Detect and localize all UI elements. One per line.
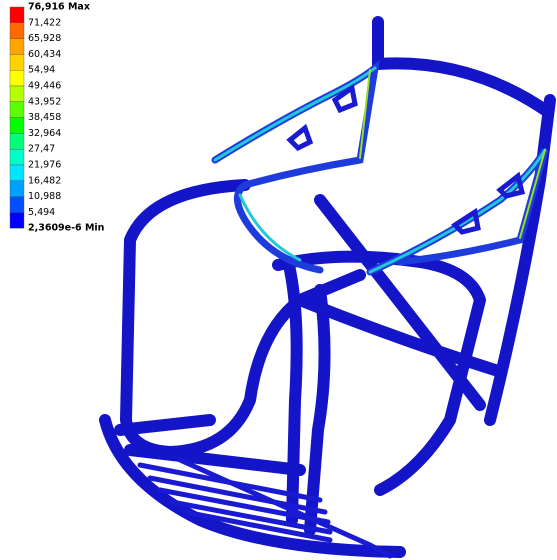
legend-label: 60,434	[28, 49, 61, 60]
legend-label: 43,952	[28, 96, 61, 107]
legend-swatch	[10, 165, 24, 181]
legend-label: 10,988	[28, 191, 61, 202]
legend-swatch	[10, 39, 24, 55]
legend-swatch	[10, 133, 24, 149]
legend-swatch	[10, 149, 24, 165]
legend-swatch	[10, 86, 24, 102]
legend-label: 71,422	[28, 17, 61, 28]
legend-swatch	[10, 197, 24, 213]
legend-swatch	[10, 54, 24, 70]
result-view: 76,916 Max 71,422 65,928 60,434 54,94 49,446 4…	[0, 0, 557, 560]
legend-swatch	[10, 70, 24, 86]
legend-label: 65,928	[28, 33, 61, 44]
top-rail	[378, 63, 548, 112]
legend-label: 16,482	[28, 175, 61, 186]
legend-swatch	[10, 102, 24, 118]
legend-label: 54,94	[28, 65, 55, 76]
center-post-2	[310, 290, 325, 530]
legend-label: 32,964	[28, 128, 61, 139]
legend-label: 49,446	[28, 81, 61, 92]
legend-label: 2,3609e-6 Min	[28, 223, 105, 234]
legend-swatch	[10, 212, 24, 228]
legend-swatch	[10, 7, 24, 23]
page: 76,916 Max 71,422 65,928 60,434 54,94 49,446 4…	[0, 0, 557, 560]
legend-label: 38,458	[28, 112, 61, 123]
legend-label: 5,494	[28, 207, 55, 218]
legend-label: 76,916 Max	[28, 2, 90, 13]
legend-label: 21,976	[28, 160, 61, 171]
center-post	[290, 270, 297, 520]
legend: 76,916 Max 71,422 65,928 60,434 54,94 49,446 4…	[10, 2, 105, 234]
legend-swatch	[10, 23, 24, 39]
legend-swatch	[10, 118, 24, 134]
legend-swatch	[10, 181, 24, 197]
frame-model	[105, 22, 550, 556]
legend-label: 27,47	[28, 144, 55, 155]
